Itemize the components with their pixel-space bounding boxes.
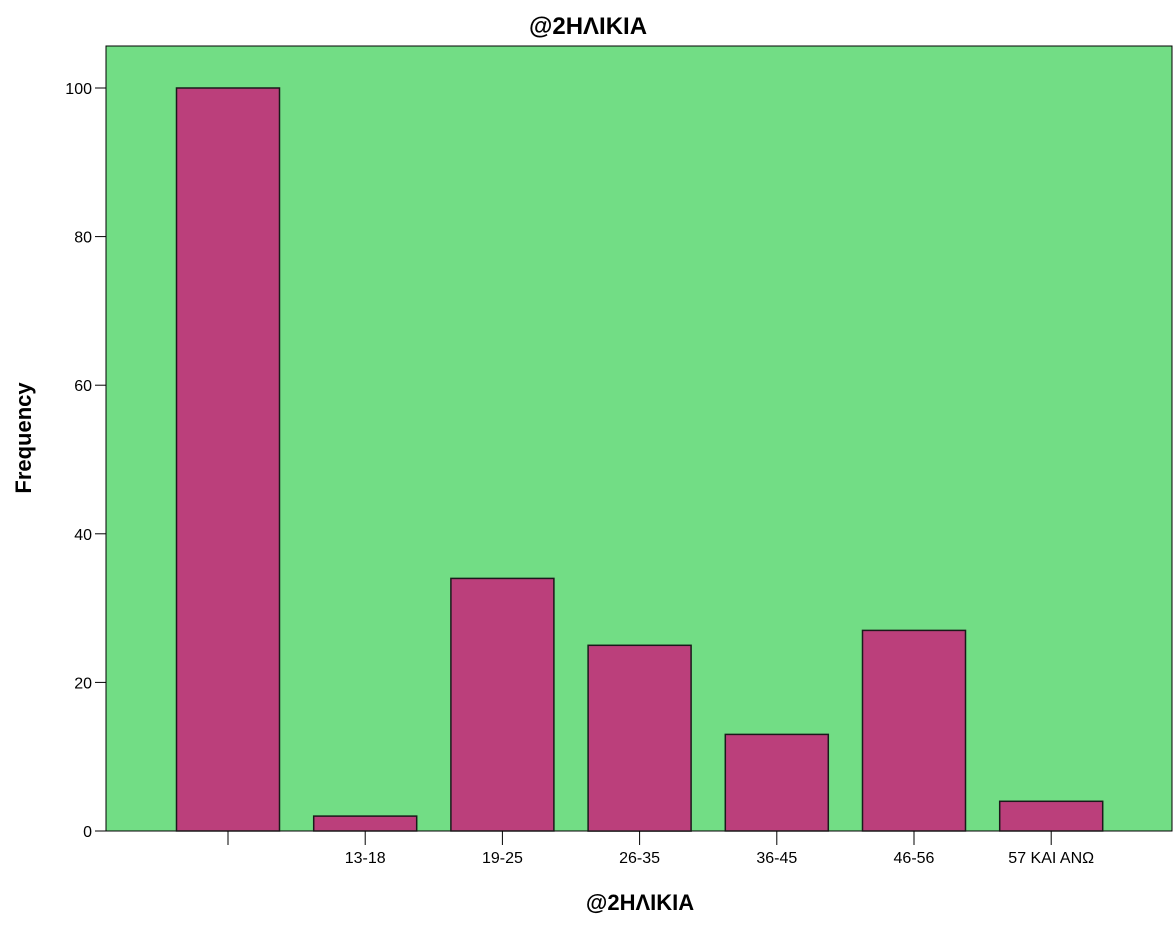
y-tick-label: 100 [65,81,92,98]
bar [998,800,1104,832]
y-axis-label: Frequency [11,382,36,494]
bar [861,629,967,832]
y-axis: 0 20 40 60 80 100 [65,81,106,841]
bar [587,644,692,832]
x-tick-label: 36-45 [756,850,797,867]
bar [450,577,555,832]
x-tick-label: 26-35 [619,850,660,867]
x-tick-label: 46-56 [894,850,935,867]
x-axis-label: @2ΗΛΙΚΙΑ [586,890,694,915]
y-tick-label: 40 [74,527,92,544]
y-tick-label: 0 [83,824,92,841]
x-axis: 13-18 19-25 26-35 36-45 46-56 57 ΚΑΙ ΑΝΩ [227,831,1094,867]
x-tick-label: 57 ΚΑΙ ΑΝΩ [1008,850,1094,867]
bar [175,87,281,832]
bar [724,733,830,832]
y-tick-label: 20 [74,675,92,692]
y-tick-label: 60 [74,378,92,395]
y-tick-label: 80 [74,230,92,247]
chart-title: @2ΗΛΙΚΙΑ [529,13,647,40]
bar-group [175,87,1104,832]
bar [312,815,418,832]
x-tick-label: 13-18 [345,850,386,867]
x-tick-label: 19-25 [482,850,523,867]
